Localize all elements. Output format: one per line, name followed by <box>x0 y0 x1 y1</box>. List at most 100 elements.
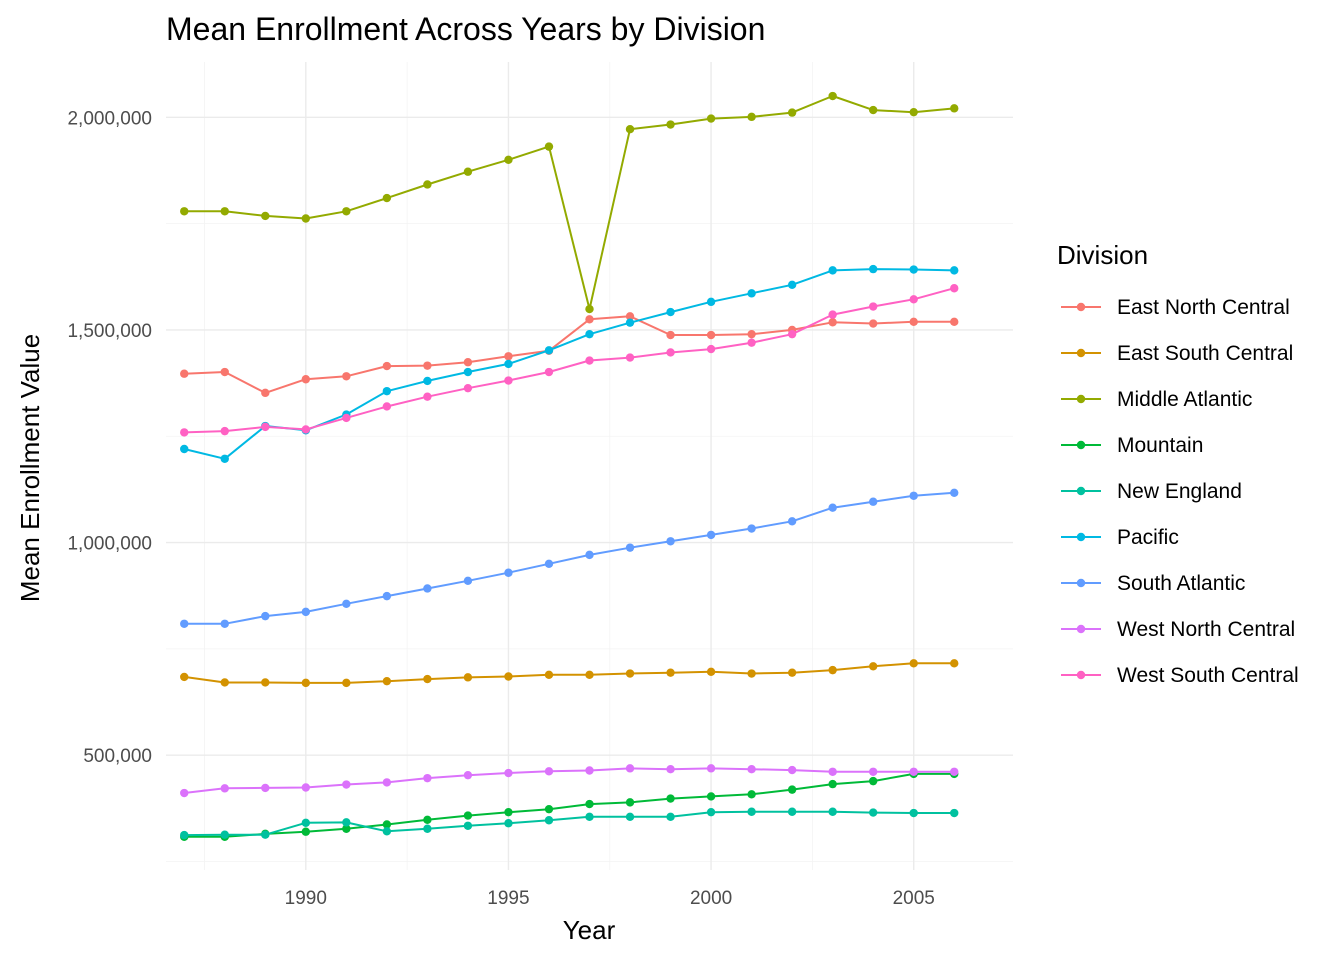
legend-label: Pacific <box>1117 526 1179 549</box>
data-point <box>463 821 473 830</box>
data-point <box>787 785 797 794</box>
data-point <box>828 266 837 275</box>
data-point <box>950 488 959 497</box>
data-point <box>301 214 311 223</box>
series-east-north-central <box>180 312 959 398</box>
series-pacific <box>180 264 959 463</box>
data-point <box>828 665 837 675</box>
data-point <box>544 816 554 825</box>
data-point <box>909 491 918 500</box>
series-line <box>184 772 955 838</box>
series-line <box>184 767 955 794</box>
y-axis-ticks: 500,000 1,000,000 1,500,000 2,000,000 <box>67 108 152 767</box>
series-line <box>184 662 955 684</box>
legend-item: West North Central <box>1061 618 1295 641</box>
data-point <box>950 659 959 668</box>
data-point <box>423 376 432 386</box>
data-point <box>220 207 229 216</box>
data-point <box>706 792 716 801</box>
data-point <box>787 108 797 117</box>
data-point <box>382 402 392 411</box>
data-point <box>382 676 392 686</box>
data-point <box>747 289 756 298</box>
x-tick-label: 1990 <box>285 888 327 909</box>
data-point <box>868 808 878 817</box>
data-point <box>423 361 432 370</box>
data-point <box>261 783 270 793</box>
data-point <box>342 599 351 608</box>
data-point <box>909 265 918 274</box>
data-point <box>180 207 189 216</box>
data-point <box>747 807 756 816</box>
data-point <box>909 767 918 776</box>
legend-item: Middle Atlantic <box>1061 388 1252 411</box>
data-point <box>504 768 513 778</box>
x-tick-label: 2000 <box>690 888 732 909</box>
data-point <box>342 818 351 827</box>
data-point <box>504 819 513 828</box>
data-point <box>220 830 229 839</box>
data-point <box>342 780 351 789</box>
x-axis-ticks: 1990 1995 2000 2005 <box>285 888 935 909</box>
data-point <box>504 155 513 165</box>
data-point <box>706 330 716 340</box>
data-point <box>747 790 756 799</box>
data-point <box>261 388 270 398</box>
legend-key-point <box>1076 348 1086 358</box>
data-point <box>382 361 392 371</box>
data-point <box>828 767 837 776</box>
series-line <box>183 268 955 460</box>
data-point <box>544 559 554 569</box>
y-tick-label: 1,000,000 <box>67 534 152 555</box>
data-point <box>747 112 756 122</box>
data-point <box>423 180 432 189</box>
data-point <box>585 766 594 775</box>
data-point <box>342 372 351 381</box>
data-point <box>868 776 878 786</box>
data-point <box>747 329 756 339</box>
legend-label: East South Central <box>1117 342 1293 365</box>
legend-label: West South Central <box>1117 664 1299 687</box>
legend-key-point <box>1076 486 1086 496</box>
data-point <box>868 767 878 776</box>
x-tick-label: 1995 <box>487 888 529 909</box>
data-point <box>909 659 918 668</box>
data-point <box>666 330 675 340</box>
data-point <box>828 807 837 816</box>
series-south-atlantic <box>180 488 959 628</box>
data-point <box>423 824 432 833</box>
data-point <box>909 107 918 117</box>
legend-key-point <box>1076 670 1086 680</box>
data-point <box>585 812 594 822</box>
series-west-south-central <box>180 284 959 437</box>
data-point <box>180 428 189 437</box>
data-point <box>828 779 837 789</box>
data-point <box>950 767 959 776</box>
data-point <box>463 367 473 377</box>
legend-label: West North Central <box>1117 618 1295 641</box>
data-point <box>301 818 311 827</box>
data-point <box>261 611 270 621</box>
series-layer <box>180 91 959 842</box>
data-point <box>706 114 716 123</box>
data-point <box>950 317 959 327</box>
data-point <box>625 543 635 552</box>
data-point <box>463 673 473 682</box>
data-point <box>950 266 959 275</box>
series-east-south-central <box>180 659 959 688</box>
legend-key-point <box>1076 394 1086 404</box>
data-point <box>382 827 392 836</box>
series-west-north-central <box>180 764 959 798</box>
data-point <box>180 672 189 682</box>
data-point <box>423 773 432 783</box>
data-point <box>504 672 513 681</box>
data-point <box>423 674 432 684</box>
data-point <box>180 444 189 454</box>
data-point <box>706 667 716 677</box>
data-point <box>950 808 959 818</box>
legend-key-point <box>1076 440 1086 450</box>
data-point <box>625 318 635 327</box>
legend-label: South Atlantic <box>1117 572 1245 595</box>
data-point <box>180 830 189 840</box>
